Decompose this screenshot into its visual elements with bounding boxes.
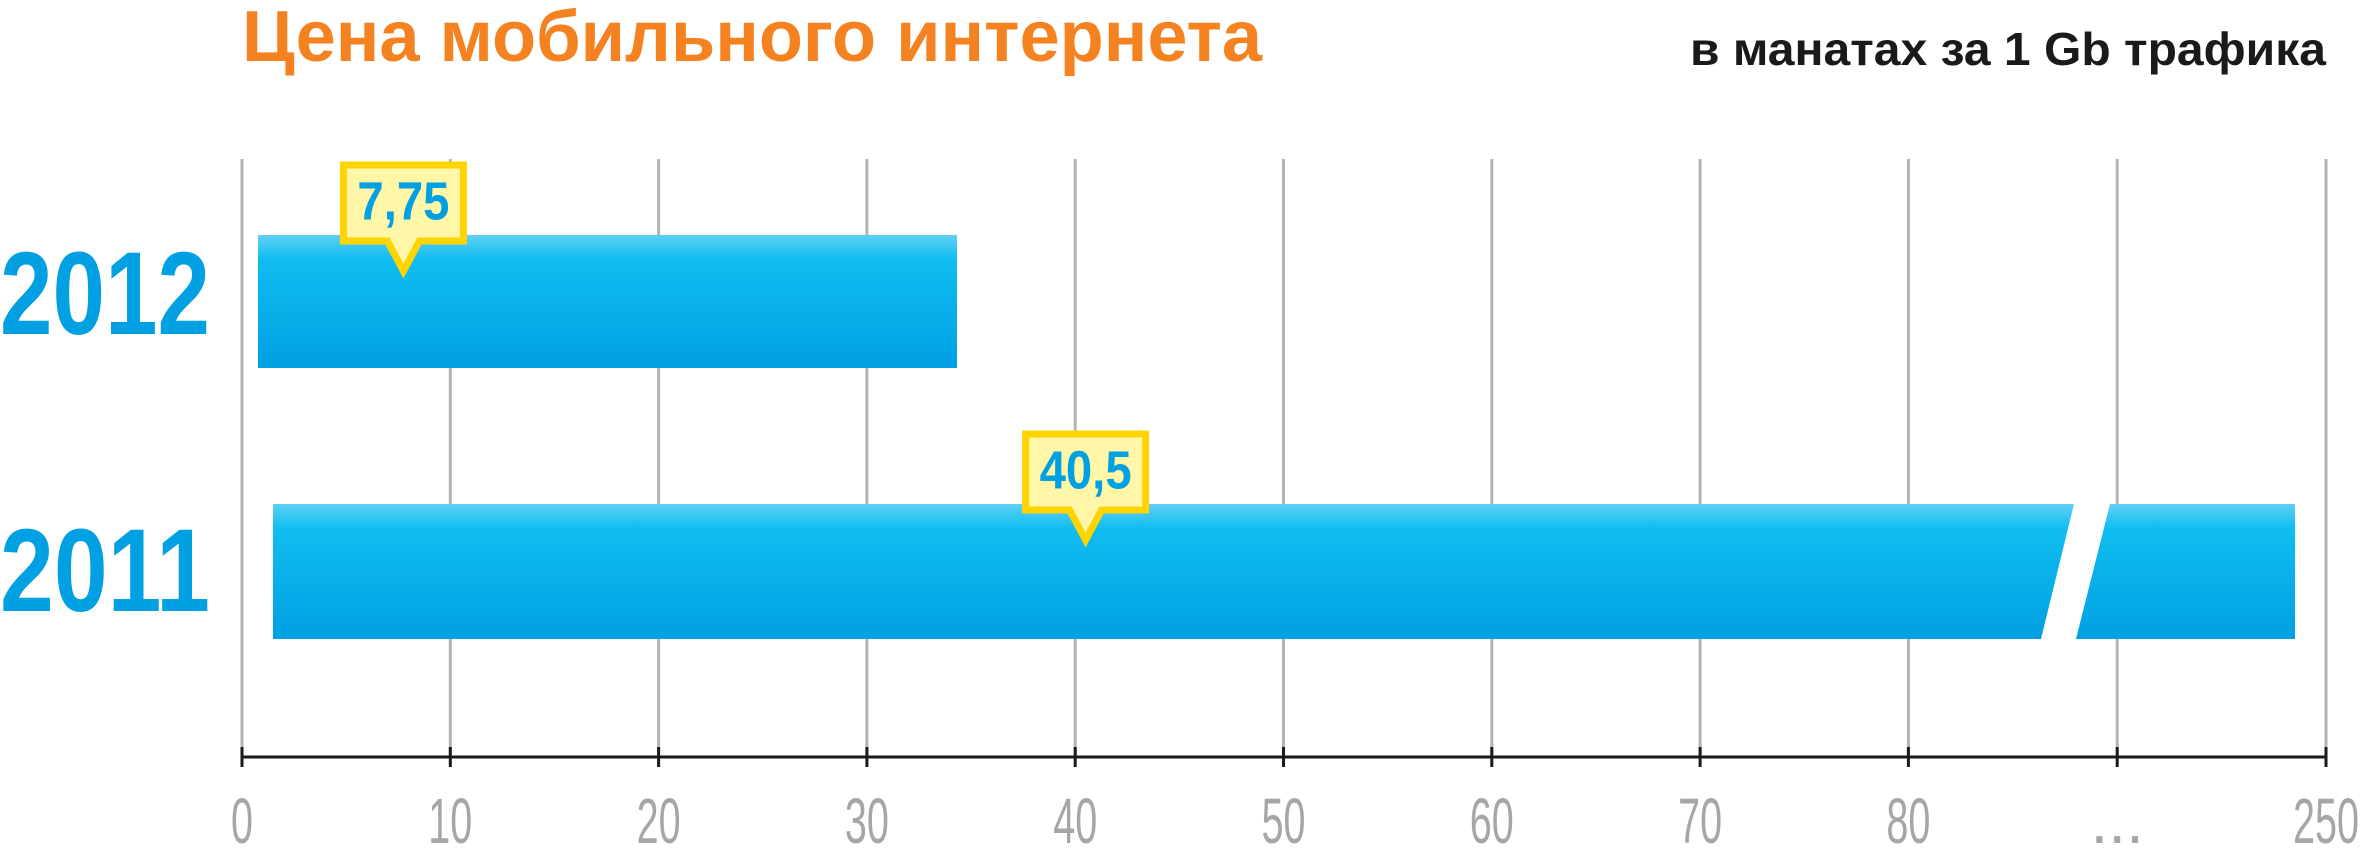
y-category-label: 2011 [0,505,210,637]
axis-break-label: ... [2091,785,2144,851]
x-tick-label: 80 [1886,785,1930,851]
y-category-label: 2012 [0,228,210,360]
chart-title: Цена мобильного интернета [242,0,1263,77]
x-tick-label: 10 [428,785,472,851]
bar-body [258,235,957,368]
x-tick-label: 50 [1262,785,1306,851]
value-callout: 40,5 [1022,430,1150,548]
x-tick-label: 250 [2293,785,2359,851]
value-label: 40,5 [1040,440,1132,500]
x-tick-label: 0 [231,785,253,851]
x-tick-label: 60 [1470,785,1514,851]
value-callout: 7,75 [339,161,467,279]
x-tick-label: 20 [637,785,681,851]
bar-body [2076,504,2295,639]
x-tick-label: 70 [1678,785,1722,851]
callout-box [1022,430,1150,548]
bar-body [273,504,2074,639]
x-tick-label: 40 [1053,785,1097,851]
x-tick-label: 30 [845,785,889,851]
callout-box [339,161,467,279]
chart-subtitle: в манатах за 1 Gb трафика [1690,23,2326,75]
value-label: 7,75 [357,171,449,231]
